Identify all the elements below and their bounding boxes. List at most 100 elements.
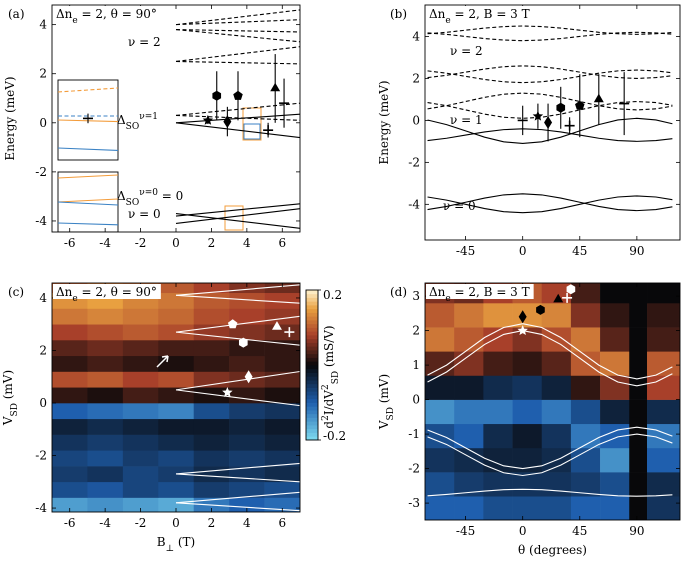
level-line	[175, 60, 300, 65]
heatmap-cell	[264, 466, 300, 483]
heatmap-cell	[229, 308, 265, 325]
x-tick-label: 0	[172, 236, 180, 250]
heatmap-cell	[229, 434, 265, 451]
plot-area	[427, 25, 673, 214]
heatmap-cell	[541, 472, 572, 497]
level-line	[175, 46, 300, 62]
level-line	[57, 87, 119, 93]
colorbar-step	[306, 395, 318, 400]
annotation: ν = 0	[128, 207, 161, 221]
x-tick-label: 2	[208, 236, 216, 250]
x-tick-label: 45	[572, 524, 587, 538]
x-tick-label: 4	[243, 236, 251, 250]
y-tick-label: -2	[408, 155, 420, 169]
heatmap-cell	[454, 327, 484, 352]
colorbar-step	[306, 297, 318, 302]
heatmap-cell	[454, 496, 484, 520]
y-tick-label: 4	[39, 291, 47, 305]
heatmap-cell	[264, 283, 300, 294]
heatmap-cell	[647, 303, 680, 328]
colorbar-frame	[305, 289, 319, 441]
marker	[562, 292, 573, 303]
heatmap-cell	[570, 399, 601, 425]
zoom-box	[243, 123, 261, 140]
heatmap-cell	[122, 403, 159, 420]
heatmap-cell	[193, 339, 230, 357]
level-line	[57, 222, 119, 226]
colorbar-step	[306, 406, 318, 411]
y-tick-label: 0	[412, 113, 420, 127]
heatmap-cell	[454, 375, 484, 400]
text-part: ν = 0	[443, 199, 476, 213]
heatmap-cell	[629, 496, 648, 520]
heatmap-cell	[541, 351, 572, 376]
heatmap-cell	[512, 351, 543, 376]
y-tick-label: 2	[412, 324, 420, 338]
marker	[233, 90, 243, 100]
y-axis-label: VSD (mV)	[377, 374, 396, 430]
level-line	[175, 19, 300, 26]
heatmap-cell	[512, 399, 543, 425]
heatmap-cell	[264, 292, 300, 309]
text-part: = 2, θ = 90°	[78, 285, 157, 299]
marker	[518, 310, 527, 324]
heatmap-cell	[122, 497, 159, 512]
heatmap-cell	[629, 423, 648, 449]
heatmap-cell	[229, 339, 265, 357]
colorbar-step	[306, 421, 318, 426]
heatmap-cell	[229, 450, 265, 467]
heatmap-cell	[647, 327, 680, 352]
heatmap-cell	[600, 327, 630, 352]
colorbar-step	[306, 372, 318, 377]
colorbar-step	[306, 383, 318, 388]
axes-frame	[424, 282, 681, 521]
heatmap-cell	[52, 324, 88, 341]
superscript: ν=0	[139, 188, 158, 198]
heatmap-cell	[647, 351, 680, 376]
level-line	[175, 122, 300, 139]
y-tick-label: -2	[408, 462, 420, 476]
y-tick-label: 0	[39, 396, 47, 410]
marker	[223, 115, 232, 129]
level-line	[427, 128, 673, 142]
level-line	[427, 433, 673, 477]
heatmap-cell	[425, 327, 455, 352]
heatmap-cell	[229, 481, 265, 498]
y-tick-label: 4	[412, 29, 420, 43]
subscript: SD	[331, 371, 341, 384]
level-line	[175, 491, 300, 504]
level-line	[175, 462, 300, 475]
colorbar-step	[306, 305, 318, 310]
heatmap-cell	[193, 450, 230, 467]
heatmap-cell	[87, 481, 124, 498]
heatmap-cell	[87, 355, 124, 372]
heatmap-cell	[264, 434, 300, 451]
heatmap-cell	[122, 434, 159, 451]
x-tick-label: -2	[135, 236, 147, 250]
heatmap-cell	[87, 497, 124, 512]
heatmap-cell	[512, 327, 543, 352]
heatmap-cell	[87, 324, 124, 341]
heatmap-cell	[87, 387, 124, 404]
heatmap-cell	[52, 355, 88, 372]
level-line	[427, 25, 673, 35]
heatmap-cell	[541, 375, 572, 400]
marker	[270, 82, 281, 92]
heatmap-cell	[158, 418, 195, 435]
colorbar-step	[306, 391, 318, 396]
text-part: (mV)	[377, 374, 391, 407]
heatmap-cell	[600, 375, 630, 400]
colorbar-label: d2I/dV2SD (mS/V)	[321, 325, 341, 428]
heatmap-cell	[512, 496, 543, 520]
level-line	[427, 100, 673, 119]
heatmap-cell	[87, 418, 124, 435]
subscript: e	[445, 294, 450, 304]
heatmap-cell	[193, 283, 230, 294]
marker	[517, 325, 528, 336]
heatmap-cell	[52, 481, 88, 498]
heatmap-cell	[193, 324, 230, 341]
heatmap-cell	[541, 303, 572, 328]
x-tick-label: 45	[572, 244, 587, 258]
y-tick-label: -1	[408, 427, 420, 441]
